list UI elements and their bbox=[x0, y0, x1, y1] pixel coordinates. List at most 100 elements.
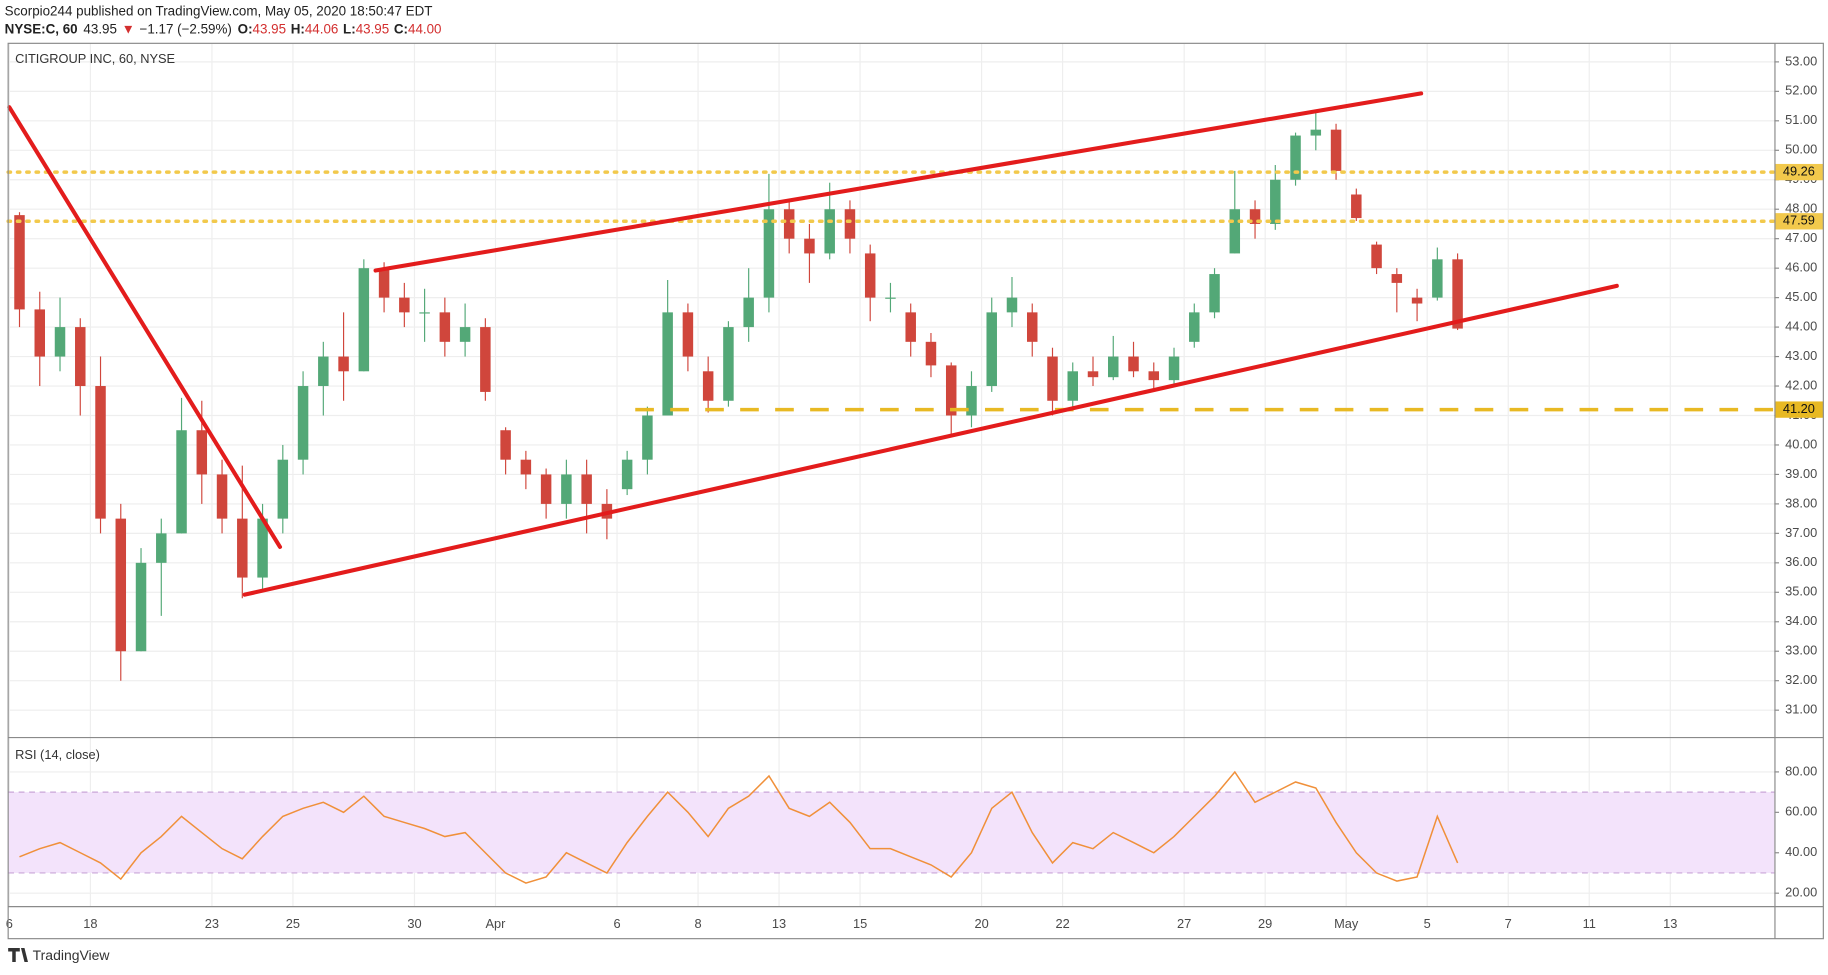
candle-body bbox=[439, 312, 451, 342]
candle-body bbox=[966, 386, 977, 416]
candle-body bbox=[1270, 179, 1281, 224]
rsi-y-tick-label: 20.00 bbox=[1785, 885, 1817, 900]
arrow: ▼ bbox=[122, 21, 135, 36]
author-line: Scorpio244 published on TradingView.com,… bbox=[5, 3, 433, 18]
candle-body bbox=[500, 430, 511, 460]
brand-logo bbox=[8, 947, 28, 962]
y-tick-label: 51.00 bbox=[1785, 112, 1817, 127]
candle-body bbox=[1168, 356, 1180, 381]
x-tick-label: 23 bbox=[205, 916, 219, 931]
trendline bbox=[373, 91, 1424, 273]
candle-body bbox=[95, 386, 106, 519]
candle-body bbox=[824, 209, 835, 254]
candle-body bbox=[399, 297, 410, 313]
candle-body bbox=[986, 312, 997, 387]
rsi-band bbox=[8, 792, 1775, 873]
x-tick-label: 22 bbox=[1055, 916, 1069, 931]
candle-body bbox=[844, 209, 856, 239]
candle-body bbox=[905, 312, 916, 342]
y-tick-label: 36.00 bbox=[1785, 554, 1817, 569]
candle-body bbox=[135, 562, 147, 652]
candle-body bbox=[925, 341, 937, 366]
x-tick-label: 27 bbox=[1177, 916, 1191, 931]
y-tick-label: 34.00 bbox=[1785, 613, 1817, 628]
level-label-box bbox=[1775, 401, 1824, 418]
candle-body bbox=[1330, 129, 1342, 171]
level-label: 41.20 bbox=[1783, 401, 1815, 416]
y-tick-label: 47.00 bbox=[1785, 230, 1817, 245]
marks: 49.26 47.59 41.20 bbox=[6, 91, 1824, 884]
candle-body bbox=[1351, 194, 1362, 219]
y-tick-label: 40.00 bbox=[1785, 436, 1817, 451]
brand: TradingView bbox=[33, 947, 111, 963]
candle-body bbox=[621, 459, 633, 490]
candle-body bbox=[642, 415, 653, 460]
candle-body bbox=[702, 371, 714, 401]
candle-body bbox=[237, 518, 248, 578]
candle-body bbox=[723, 327, 734, 401]
candle-body bbox=[662, 312, 673, 416]
rsi-y-tick-label: 40.00 bbox=[1785, 844, 1817, 859]
c-label: C: bbox=[394, 21, 408, 36]
h-value: 44.06 bbox=[305, 21, 339, 36]
candle-body bbox=[581, 474, 592, 504]
y-tick-label: 45.00 bbox=[1785, 289, 1817, 304]
level-label: 49.26 bbox=[1783, 163, 1815, 178]
candle-body bbox=[419, 312, 430, 314]
y-tick-label: 53.00 bbox=[1785, 53, 1817, 68]
candle-body bbox=[115, 518, 127, 652]
y-tick-label: 37.00 bbox=[1785, 525, 1817, 540]
candle-body bbox=[561, 474, 572, 504]
o-label: O: bbox=[238, 21, 253, 36]
candle-body bbox=[1108, 356, 1119, 378]
candle-body bbox=[1047, 356, 1058, 401]
level-label: 47.59 bbox=[1783, 213, 1815, 228]
candle-body bbox=[297, 386, 309, 460]
y-tick-label: 48.00 bbox=[1785, 201, 1817, 216]
candle-body bbox=[1209, 274, 1220, 313]
y-tick-label: 42.00 bbox=[1785, 377, 1817, 392]
frame bbox=[7, 42, 1824, 940]
level-label-box bbox=[1775, 163, 1824, 181]
candle-body bbox=[1249, 209, 1261, 224]
grid: 6 18 23 25 30 Apr 6 8 13 15 20 22 27 29 May 5 7 11 13 31.00… bbox=[6, 43, 1817, 931]
x-tick-label: 7 bbox=[1505, 916, 1512, 931]
trendline bbox=[242, 283, 1619, 597]
l-label: L: bbox=[343, 21, 356, 36]
candle-body bbox=[1026, 312, 1038, 342]
candle-body bbox=[1087, 371, 1099, 378]
y-tick-label: 38.00 bbox=[1785, 495, 1817, 510]
candle-body bbox=[520, 459, 532, 475]
rsi-line bbox=[19, 770, 1459, 884]
candle-body bbox=[1148, 371, 1160, 381]
candle-body bbox=[540, 474, 552, 504]
last: 43.95 bbox=[83, 21, 117, 36]
candle-body bbox=[358, 268, 370, 372]
candle-body bbox=[1229, 209, 1241, 254]
candle-body bbox=[257, 518, 268, 578]
change: −1.17 (−2.59%) bbox=[140, 21, 232, 36]
y-tick-label: 39.00 bbox=[1785, 466, 1817, 481]
candle-body bbox=[14, 215, 25, 310]
y-tick-label: 35.00 bbox=[1785, 584, 1817, 599]
candle-body bbox=[783, 209, 795, 239]
candle-body bbox=[682, 312, 694, 357]
candle-body bbox=[1452, 259, 1463, 329]
candle-body bbox=[1067, 371, 1078, 401]
candle-body bbox=[804, 238, 815, 254]
candle-body bbox=[1310, 129, 1322, 136]
chart-title: CITIGROUP INC, 60, NYSE bbox=[15, 51, 175, 66]
trendline bbox=[7, 105, 283, 549]
candle-body bbox=[54, 327, 66, 357]
x-tick-label: 18 bbox=[83, 916, 97, 931]
candle-body bbox=[743, 297, 754, 328]
rsi-y-tick-label: 60.00 bbox=[1785, 804, 1817, 819]
candle-body bbox=[1189, 312, 1200, 342]
x-tick-label: 30 bbox=[407, 916, 421, 931]
y-tick-label: 31.00 bbox=[1785, 702, 1817, 717]
candle-body bbox=[75, 327, 86, 387]
symbol: NYSE:C, 60 bbox=[5, 21, 78, 36]
x-tick-label: 8 bbox=[694, 916, 701, 931]
y-tick-label: 32.00 bbox=[1785, 672, 1817, 687]
x-tick-label: 15 bbox=[853, 916, 867, 931]
